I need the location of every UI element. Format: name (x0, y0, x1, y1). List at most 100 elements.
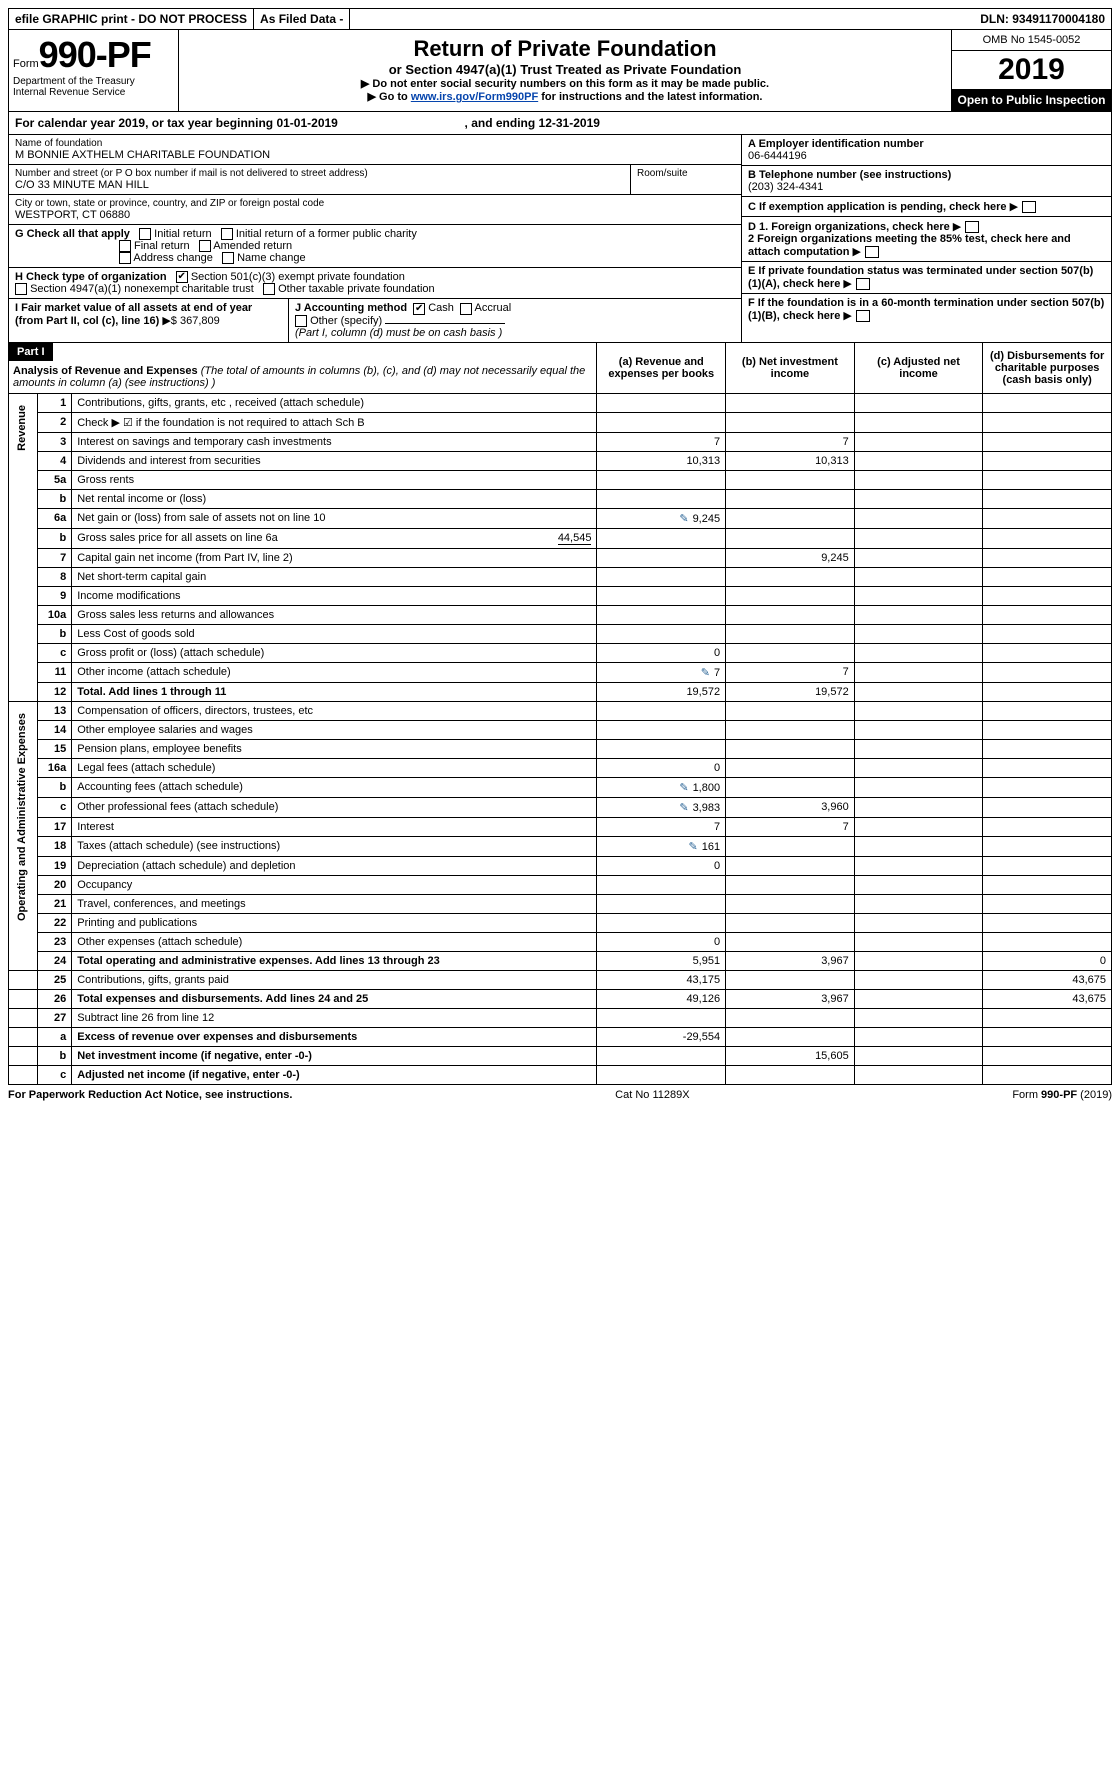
line-description: Total operating and administrative expen… (72, 951, 597, 970)
omb-number: OMB No 1545-0052 (952, 30, 1111, 51)
col-b-header: (b) Net investment income (726, 343, 855, 394)
line-description: Net rental income or (loss) (72, 489, 597, 508)
dln-value: 93491170004180 (1012, 12, 1105, 26)
line-number: 11 (37, 662, 71, 682)
line-number: 25 (37, 970, 71, 989)
col-a-header: (a) Revenue and expenses per books (597, 343, 726, 394)
cell-value: 49,126 (597, 989, 726, 1008)
cell-value (726, 739, 855, 758)
cell-value: 7 (597, 432, 726, 451)
chk-final-return[interactable] (119, 240, 131, 252)
chk-amended-return[interactable] (199, 240, 211, 252)
entity-info: Name of foundation M BONNIE AXTHELM CHAR… (8, 135, 1112, 343)
chk-cash[interactable] (413, 303, 425, 315)
header-center: Return of Private Foundation or Section … (179, 30, 951, 111)
cell-value: 5,951 (597, 951, 726, 970)
table-row: cAdjusted net income (if negative, enter… (9, 1065, 1112, 1084)
col-c-header: (c) Adjusted net income (854, 343, 983, 394)
as-filed: As Filed Data - (254, 9, 350, 29)
name-label: Name of foundation (15, 138, 735, 149)
cell-value (854, 720, 983, 739)
cell-value (854, 894, 983, 913)
irs-link[interactable]: www.irs.gov/Form990PF (411, 91, 538, 103)
chk-initial-return[interactable] (139, 228, 151, 240)
cell-value: 161 (597, 836, 726, 856)
e-label: E If private foundation status was termi… (748, 265, 1093, 290)
line-description: Interest (72, 817, 597, 836)
cell-value (597, 528, 726, 548)
table-row: 21Travel, conferences, and meetings (9, 894, 1112, 913)
cell-value (983, 1008, 1112, 1027)
line-number: 9 (37, 586, 71, 605)
line-number: c (37, 1065, 71, 1084)
cell-value (983, 489, 1112, 508)
table-row: 23Other expenses (attach schedule)0 (9, 932, 1112, 951)
chk-address-change[interactable] (119, 252, 131, 264)
chk-other-method[interactable] (295, 315, 307, 327)
table-row: 12Total. Add lines 1 through 1119,57219,… (9, 682, 1112, 701)
chk-f[interactable] (856, 310, 870, 322)
cell-value (983, 894, 1112, 913)
cell-value: 9,245 (597, 508, 726, 528)
cell-value (983, 548, 1112, 567)
line-number: 7 (37, 548, 71, 567)
line-description: Printing and publications (72, 913, 597, 932)
chk-501c3[interactable] (176, 271, 188, 283)
cell-value (726, 701, 855, 720)
chk-accrual[interactable] (460, 303, 472, 315)
line-number: 10a (37, 605, 71, 624)
cell-value (854, 701, 983, 720)
cell-value (983, 1065, 1112, 1084)
line-description: Other income (attach schedule) (72, 662, 597, 682)
chk-d2[interactable] (865, 246, 879, 258)
cell-value (726, 1027, 855, 1046)
cell-value (983, 836, 1112, 856)
line-number: 24 (37, 951, 71, 970)
line-description: Accounting fees (attach schedule) (72, 777, 597, 797)
table-row: 11Other income (attach schedule)77 (9, 662, 1112, 682)
fmv-value: ▶$ 367,809 (162, 315, 219, 327)
line-number: 5a (37, 470, 71, 489)
cell-value (983, 662, 1112, 682)
cell-value (983, 817, 1112, 836)
cell-value (597, 1046, 726, 1065)
table-row: 2Check ▶ ☑ if the foundation is not requ… (9, 412, 1112, 432)
line-number: 18 (37, 836, 71, 856)
page-footer: For Paperwork Reduction Act Notice, see … (8, 1085, 1112, 1105)
chk-name-change[interactable] (222, 252, 234, 264)
chk-e[interactable] (856, 278, 870, 290)
part1-title: Analysis of Revenue and Expenses (13, 365, 198, 377)
line-description: Contributions, gifts, grants, etc , rece… (72, 393, 597, 412)
room-label: Room/suite (637, 168, 735, 179)
line-number: b (37, 489, 71, 508)
form-subtitle: or Section 4947(a)(1) Trust Treated as P… (185, 62, 945, 77)
table-row: aExcess of revenue over expenses and dis… (9, 1027, 1112, 1046)
cell-value (854, 624, 983, 643)
table-row: 9Income modifications (9, 586, 1112, 605)
chk-initial-former[interactable] (221, 228, 233, 240)
chk-c[interactable] (1022, 201, 1036, 213)
cell-value (854, 643, 983, 662)
table-row: 5aGross rents (9, 470, 1112, 489)
expenses-sidebar: Operating and Administrative Expenses (14, 705, 30, 929)
revenue-sidebar: Revenue (14, 397, 30, 459)
line-description: Depreciation (attach schedule) and deple… (72, 856, 597, 875)
line-number: b (37, 1046, 71, 1065)
cell-value (597, 720, 726, 739)
header-right: OMB No 1545-0052 2019 Open to Public Ins… (951, 30, 1111, 111)
chk-d1[interactable] (965, 221, 979, 233)
chk-other-taxable[interactable] (263, 283, 275, 295)
table-row: 27Subtract line 26 from line 12 (9, 1008, 1112, 1027)
cell-value (726, 1065, 855, 1084)
tax-year: 2019 (952, 51, 1111, 89)
line-description: Gross profit or (loss) (attach schedule) (72, 643, 597, 662)
footer-cat: Cat No 11289X (615, 1089, 689, 1101)
line-number: 16a (37, 758, 71, 777)
chk-4947a1[interactable] (15, 283, 27, 295)
form-header: Form990-PF Department of the Treasury In… (8, 30, 1112, 112)
line-description: Check ▶ ☑ if the foundation is not requi… (72, 412, 597, 432)
cell-value: 7 (726, 662, 855, 682)
table-row: cGross profit or (loss) (attach schedule… (9, 643, 1112, 662)
form-title: Return of Private Foundation (185, 36, 945, 62)
cell-value (854, 662, 983, 682)
